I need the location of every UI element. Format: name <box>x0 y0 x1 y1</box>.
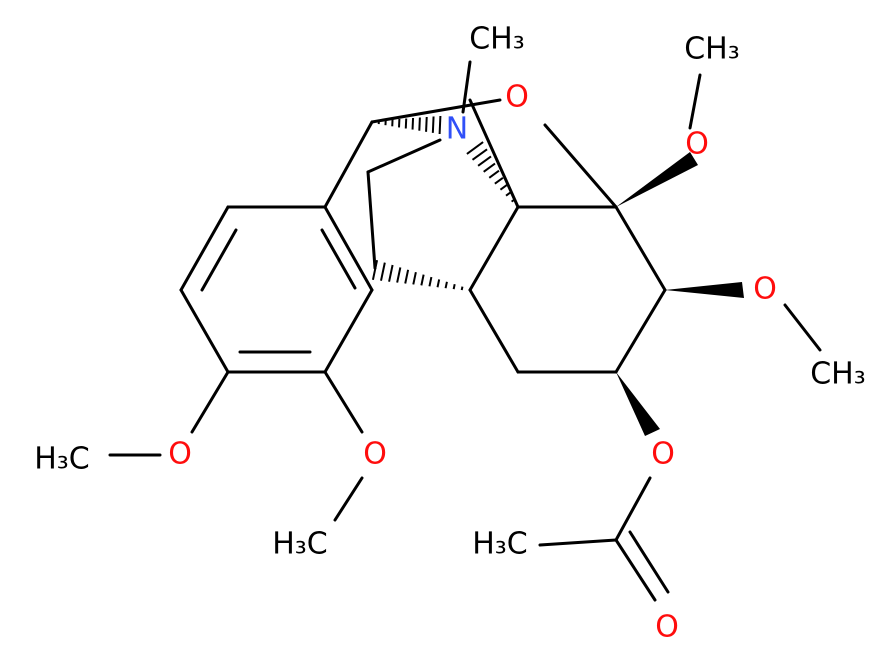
atom-label: O <box>655 610 679 645</box>
atom-label: O <box>505 80 529 115</box>
atom-label: O <box>685 127 709 162</box>
atom-label: CH₃ <box>810 357 866 392</box>
hash-line <box>460 286 464 291</box>
hash-line <box>477 155 492 167</box>
hash-line <box>444 281 448 289</box>
hash-line <box>505 191 512 197</box>
atom-label: O <box>168 437 192 472</box>
hash-line <box>499 184 508 191</box>
atom-label: CH₃ <box>684 32 740 67</box>
hash-line <box>438 115 442 135</box>
bonds <box>108 60 822 602</box>
hash-line <box>488 169 500 179</box>
atom-label: H₃C <box>34 442 90 477</box>
hash-line <box>431 116 435 133</box>
hash-line <box>418 117 421 131</box>
hash-line <box>494 177 504 185</box>
hash-line <box>396 267 402 283</box>
atom-label: O <box>753 272 777 307</box>
hash-line <box>380 262 386 281</box>
atom-label: CH₃ <box>469 22 525 57</box>
hash-line <box>452 284 456 290</box>
hashed-bonds <box>370 115 520 292</box>
hash-line <box>511 198 516 203</box>
hash-line <box>516 205 520 209</box>
hash-line <box>483 162 496 173</box>
atom-label: O <box>363 437 387 472</box>
atom-labels: CH₃ N O CH₃ O O CH₃ O H₃C O O H₃C O H₃C <box>34 22 866 645</box>
atom-label: O <box>651 437 675 472</box>
hash-line <box>412 272 417 285</box>
atom-label: H₃C <box>472 527 528 562</box>
hash-line <box>471 148 488 161</box>
hash-line <box>411 117 415 130</box>
hash-line <box>388 264 394 282</box>
hash-line <box>466 141 484 155</box>
atom-label: H₃C <box>272 527 328 562</box>
hash-line <box>420 274 425 286</box>
hash-line <box>404 269 410 284</box>
hash-line <box>371 260 379 280</box>
atom-label: N <box>446 112 468 147</box>
hash-line <box>436 279 441 288</box>
hash-line <box>428 276 433 287</box>
hash-line <box>425 116 428 132</box>
